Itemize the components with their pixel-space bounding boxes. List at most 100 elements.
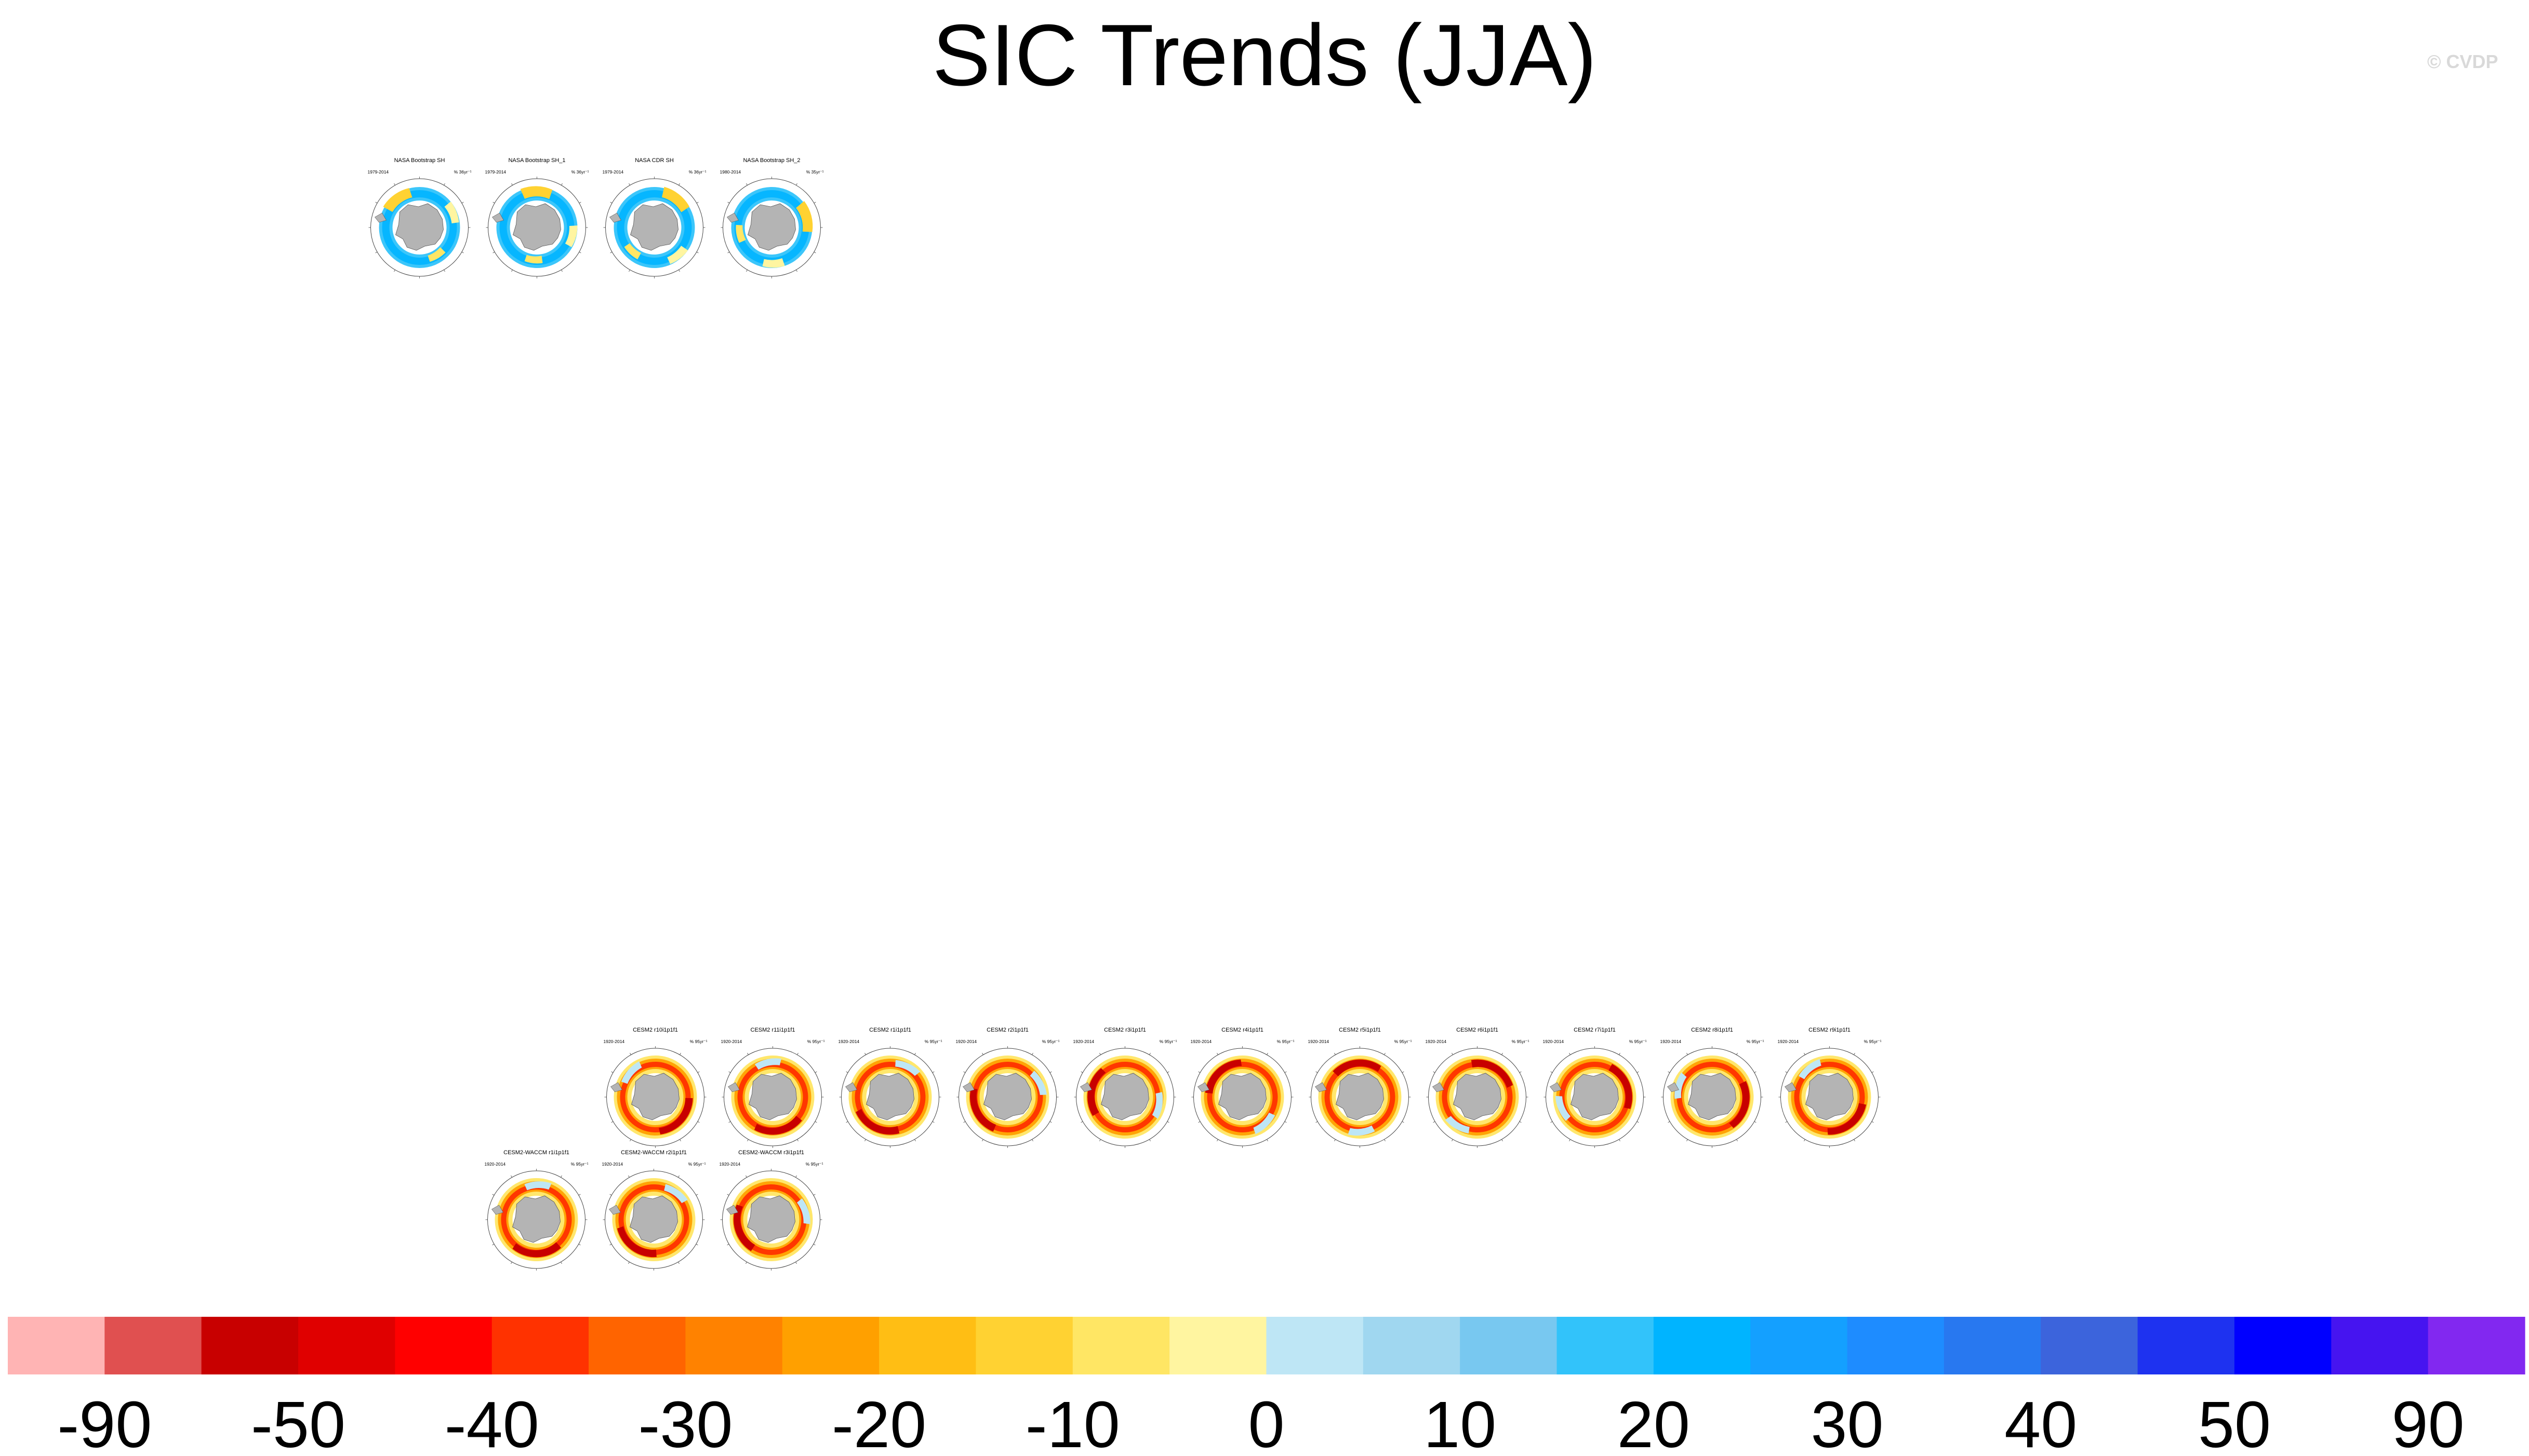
map-panel: CESM2 r4i1p1f1 1920-2014 % 95yr⁻¹ <box>1190 1027 1294 1148</box>
panel-units: % 95yr⁻¹ <box>1864 1039 1881 1044</box>
colorbar-box <box>782 1317 880 1374</box>
colorbar-box <box>395 1317 493 1374</box>
map-panel: CESM2 r10i1p1f1 1920-2014 % 95yr⁻¹ <box>603 1027 707 1148</box>
colorbar-box <box>1460 1317 1558 1374</box>
panel-units: % 95yr⁻¹ <box>1042 1039 1059 1044</box>
panel-title: NASA Bootstrap SH_2 <box>743 157 800 164</box>
chart-title: SIC Trends (JJA) <box>932 6 1597 104</box>
watermark: © CVDP <box>2427 51 2498 72</box>
colorbar-box <box>1944 1317 2041 1374</box>
map-panel: CESM2-WACCM r3i1p1f1 1920-2014 % 95yr⁻¹ <box>719 1150 823 1271</box>
map-panel: CESM2 r7i1p1f1 1920-2014 % 95yr⁻¹ <box>1542 1027 1646 1148</box>
panel-units: % 95yr⁻¹ <box>924 1039 942 1044</box>
map-panel: CESM2 r1i1p1f1 1920-2014 % 95yr⁻¹ <box>838 1027 942 1148</box>
panel-years: 1920-2014 <box>721 1039 742 1044</box>
panel-title: CESM2 r6i1p1f1 <box>1456 1027 1498 1033</box>
panel-units: % 35yr⁻¹ <box>806 169 823 175</box>
panel-title: CESM2 r7i1p1f1 <box>1574 1027 1616 1033</box>
panel-title: CESM2 r11i1p1f1 <box>750 1027 795 1033</box>
panel-title: CESM2 r9i1p1f1 <box>1808 1027 1851 1033</box>
colorbar-box <box>8 1317 105 1374</box>
colorbar-box <box>298 1317 395 1374</box>
panel-years: 1920-2014 <box>1542 1039 1564 1044</box>
colorbar-box <box>879 1317 977 1374</box>
panel-title: NASA CDR SH <box>635 157 674 164</box>
panel-title: CESM2 r5i1p1f1 <box>1339 1027 1381 1033</box>
colorbar-box <box>1556 1317 1654 1374</box>
polar-map <box>1543 1046 1645 1148</box>
panel-years: 1920-2014 <box>602 1161 623 1167</box>
map-panel: CESM2-WACCM r1i1p1f1 1920-2014 % 95yr⁻¹ <box>484 1150 588 1271</box>
colorbar-box <box>1169 1317 1267 1374</box>
colorbar-tick-label: 50 <box>2198 1388 2271 1456</box>
panel-years: 1920-2014 <box>1190 1039 1212 1044</box>
panel-units: % 95yr⁻¹ <box>1276 1039 1294 1044</box>
polar-map <box>956 1046 1058 1148</box>
panel-title: NASA Bootstrap SH <box>394 157 445 164</box>
map-panel: CESM2 r5i1p1f1 1920-2014 % 95yr⁻¹ <box>1308 1027 1412 1148</box>
panel-title: CESM2 r8i1p1f1 <box>1691 1027 1733 1033</box>
polar-map <box>603 1169 704 1271</box>
polar-map <box>721 177 822 278</box>
panel-units: % 95yr⁻¹ <box>1511 1039 1529 1044</box>
panel-title: CESM2 r1i1p1f1 <box>869 1027 911 1033</box>
colorbar-box <box>2331 1317 2429 1374</box>
panel-years: 1920-2014 <box>838 1039 859 1044</box>
colorbar-tick-label: 10 <box>1423 1388 1496 1456</box>
polar-map <box>1074 1046 1176 1148</box>
colorbar-box <box>976 1317 1073 1374</box>
polar-map <box>1309 1046 1410 1148</box>
panel-years: 1920-2014 <box>955 1039 977 1044</box>
polar-map <box>720 1169 822 1271</box>
colorbar-box <box>2137 1317 2235 1374</box>
colorbar-tick-label: -20 <box>832 1388 926 1456</box>
panel-title: CESM2 r3i1p1f1 <box>1104 1027 1146 1033</box>
map-panel: NASA CDR SH 1979-2014 % 36yr⁻¹ <box>602 157 706 278</box>
panel-years: 1920-2014 <box>1777 1039 1799 1044</box>
panel-years: 1979-2014 <box>367 169 389 175</box>
colorbar-tick-label: -90 <box>57 1388 152 1456</box>
colorbar-box <box>2041 1317 2138 1374</box>
map-panel: CESM2 r2i1p1f1 1920-2014 % 95yr⁻¹ <box>955 1027 1059 1148</box>
colorbar: -90 -50 -40 -30 -20 -10 0 10 20 30 40 50 90 <box>8 1317 2525 1456</box>
polar-map <box>1778 1046 1880 1148</box>
colorbar-tick-label: 0 <box>1248 1388 1284 1456</box>
map-panel: CESM2 r8i1p1f1 1920-2014 % 95yr⁻¹ <box>1660 1027 1764 1148</box>
panel-units: % 95yr⁻¹ <box>1746 1039 1764 1044</box>
colorbar-box <box>685 1317 783 1374</box>
map-panel: NASA Bootstrap SH 1979-2014 % 36yr⁻¹ <box>367 157 471 278</box>
panel-title: CESM2 r4i1p1f1 <box>1221 1027 1263 1033</box>
colorbar-box <box>104 1317 202 1374</box>
panel-title: CESM2 r10i1p1f1 <box>633 1027 678 1033</box>
panel-title: CESM2-WACCM r2i1p1f1 <box>621 1150 687 1156</box>
polar-map <box>485 1169 587 1271</box>
colorbar-box <box>2234 1317 2332 1374</box>
panel-years: 1920-2014 <box>603 1039 624 1044</box>
colorbar-box <box>1072 1317 1170 1374</box>
panel-years: 1979-2014 <box>602 169 623 175</box>
polar-map <box>1426 1046 1528 1148</box>
polar-map <box>1661 1046 1763 1148</box>
colorbar-box <box>201 1317 299 1374</box>
panel-title: CESM2-WACCM r1i1p1f1 <box>503 1150 569 1156</box>
colorbar-tick-label: -50 <box>251 1388 345 1456</box>
panel-years: 1920-2014 <box>1425 1039 1446 1044</box>
polar-map <box>603 177 705 278</box>
colorbar-box <box>1653 1317 1751 1374</box>
panel-units: % 36yr⁻¹ <box>454 169 471 175</box>
polar-map <box>839 1046 941 1148</box>
panel-units: % 36yr⁻¹ <box>571 169 589 175</box>
colorbar-box <box>589 1317 686 1374</box>
panel-units: % 95yr⁻¹ <box>1159 1039 1177 1044</box>
panel-years: 1920-2014 <box>1660 1039 1681 1044</box>
panel-units: % 95yr⁻¹ <box>805 1161 823 1167</box>
colorbar-box <box>2428 1317 2525 1374</box>
colorbar-tick-label: 40 <box>2004 1388 2077 1456</box>
map-panel: CESM2 r11i1p1f1 1920-2014 % 95yr⁻¹ <box>721 1027 824 1148</box>
colorbar-box <box>1847 1317 1945 1374</box>
panel-units: % 95yr⁻¹ <box>689 1039 707 1044</box>
colorbar-tick-label: 90 <box>2392 1388 2465 1456</box>
